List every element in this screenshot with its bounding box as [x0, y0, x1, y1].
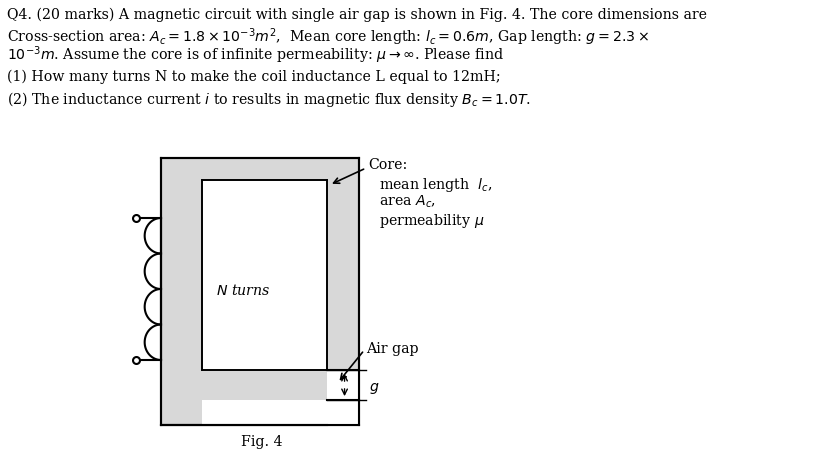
Text: Fig. 4: Fig. 4: [241, 435, 283, 449]
Text: Cross-section area: $A_c = 1.8 \times 10^{-3}m^2$,  Mean core length: $l_c = 0.6: Cross-section area: $A_c = 1.8 \times 10…: [7, 26, 649, 47]
Text: $10^{-3}m$. Assume the core is of infinite permeability: $\mu \rightarrow \infty: $10^{-3}m$. Assume the core is of infini…: [7, 44, 504, 65]
Text: (1) How many turns N to make the coil inductance L equal to 12mH;: (1) How many turns N to make the coil in…: [7, 70, 501, 84]
Text: (2) The inductance current $i$ to results in magnetic flux density $B_c = 1.0T$.: (2) The inductance current $i$ to result…: [7, 90, 531, 109]
Bar: [202, 180, 326, 370]
Text: permeability $\mu$: permeability $\mu$: [379, 212, 485, 230]
Bar: [326, 370, 358, 400]
Text: Q4. (20 marks) A magnetic circuit with single air gap is shown in Fig. 4. The co: Q4. (20 marks) A magnetic circuit with s…: [7, 8, 707, 23]
Bar: [161, 158, 358, 425]
Text: $g$: $g$: [369, 380, 379, 396]
Text: $N$ turns: $N$ turns: [216, 283, 271, 297]
Text: area $A_c$,: area $A_c$,: [379, 194, 436, 210]
Text: Air gap: Air gap: [366, 342, 419, 356]
Text: mean length  $l_c$,: mean length $l_c$,: [379, 176, 492, 194]
Bar: [202, 400, 358, 425]
Text: Core:: Core:: [368, 158, 407, 172]
